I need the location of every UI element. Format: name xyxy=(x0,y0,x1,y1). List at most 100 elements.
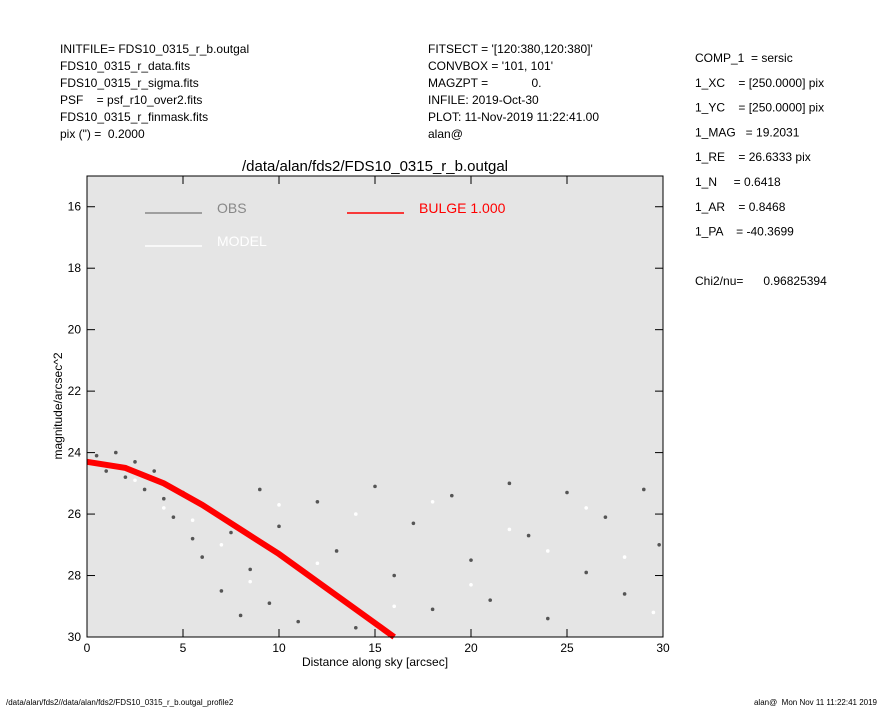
header-right-line: 1_XC = [250.0000] pix xyxy=(695,76,824,90)
data-point xyxy=(238,613,243,618)
data-point xyxy=(162,506,166,510)
header-right-line: 1_N = 0.6418 xyxy=(695,175,781,189)
legend-label: BULGE 1.000 xyxy=(419,200,506,216)
header-left-line: PSF = psf_r10_over2.fits xyxy=(60,93,202,107)
data-point xyxy=(190,518,195,523)
data-point xyxy=(430,607,435,612)
data-point xyxy=(622,592,627,596)
data-point xyxy=(123,475,128,479)
data-point xyxy=(133,478,137,483)
plot-area xyxy=(86,450,661,640)
x-tick-label: 5 xyxy=(180,641,187,655)
header-right-line: 1_YC = [250.0000] pix xyxy=(695,101,824,115)
header-right-line: 1_MAG = 19.2031 xyxy=(695,125,800,139)
footer-stamp: alan@ Mon Nov 11 11:22:41 2019 xyxy=(754,698,878,707)
y-tick-label: 16 xyxy=(68,200,82,214)
model-line xyxy=(86,458,396,640)
data-point xyxy=(430,499,435,504)
data-point xyxy=(526,533,531,538)
data-point xyxy=(373,484,377,489)
data-point xyxy=(392,573,397,578)
y-tick-label: 20 xyxy=(68,323,82,337)
y-tick-label: 18 xyxy=(68,261,82,275)
data-point xyxy=(142,487,147,492)
data-point xyxy=(248,579,252,584)
header-left-line: pix (") = 0.2000 xyxy=(60,127,145,141)
header-right-line: 1_PA = -40.3699 xyxy=(695,225,794,239)
data-point xyxy=(622,555,627,559)
data-point xyxy=(219,589,224,593)
data-point xyxy=(258,487,262,492)
x-tick-label: 0 xyxy=(84,641,91,655)
x-tick-label: 10 xyxy=(272,641,286,655)
header-left-line: FDS10_0315_r_data.fits xyxy=(60,59,190,73)
data-point xyxy=(603,515,608,519)
header-right-line: 1_RE = 26.6333 pix xyxy=(695,150,811,164)
y-tick-label: 24 xyxy=(68,446,82,460)
y-tick-label: 22 xyxy=(68,384,82,398)
x-tick-label: 20 xyxy=(464,641,478,655)
chart-title: /data/alan/fds2/FDS10_0315_r_b.outgal xyxy=(242,158,508,175)
data-point xyxy=(507,481,512,486)
data-point xyxy=(114,450,118,455)
y-tick-label: 26 xyxy=(68,507,82,521)
data-point xyxy=(488,598,493,602)
data-point xyxy=(200,555,204,559)
data-point xyxy=(584,506,588,510)
data-point xyxy=(546,549,550,553)
data-point xyxy=(354,625,358,630)
y-tick-label: 30 xyxy=(68,630,82,644)
data-point xyxy=(507,527,512,532)
header-mid-line: INFILE: 2019-Oct-30 xyxy=(428,93,539,107)
data-point xyxy=(277,503,281,507)
data-point xyxy=(315,499,320,504)
data-point xyxy=(315,561,320,566)
data-point xyxy=(229,530,233,535)
data-point xyxy=(219,543,224,547)
legend-label: MODEL xyxy=(217,233,267,249)
footer-path: /data/alan/fds2//data/alan/fds2/FDS10_03… xyxy=(6,698,234,707)
data-point xyxy=(392,604,397,609)
x-axis-label: Distance along sky [arcsec] xyxy=(302,655,448,669)
data-point xyxy=(642,487,646,492)
x-tick-label: 25 xyxy=(560,641,574,655)
plot-frame xyxy=(86,175,664,638)
data-point xyxy=(450,493,454,498)
data-point xyxy=(171,515,176,519)
x-tick-label: 30 xyxy=(656,641,670,655)
data-point xyxy=(152,469,156,473)
data-point xyxy=(162,496,166,501)
x-tick-label: 15 xyxy=(368,641,382,655)
header-left-line: FDS10_0315_r_finmask.fits xyxy=(60,110,208,124)
header-mid-line: alan@ xyxy=(428,127,463,141)
header-left-line: FDS10_0315_r_sigma.fits xyxy=(60,76,199,90)
data-point xyxy=(657,543,661,547)
data-point xyxy=(133,460,137,464)
data-point xyxy=(296,619,301,624)
data-point xyxy=(267,601,272,605)
data-point xyxy=(248,567,252,572)
header-mid-line: CONVBOX = '101, 101' xyxy=(428,59,553,73)
data-point xyxy=(334,549,339,553)
data-point xyxy=(411,521,416,526)
legend-label: OBS xyxy=(217,200,247,216)
header-mid-line: MAGZPT = 0. xyxy=(428,76,541,90)
header-right-line: COMP_1 = sersic xyxy=(695,51,793,65)
data-point xyxy=(277,524,281,529)
data-point xyxy=(190,536,195,541)
chi2: Chi2/nu= 0.96825394 xyxy=(695,274,827,288)
data-point xyxy=(354,512,358,516)
header-right-line: 1_AR = 0.8468 xyxy=(695,200,786,214)
data-point xyxy=(94,453,99,458)
data-point xyxy=(584,570,588,575)
data-point xyxy=(651,610,656,615)
data-point xyxy=(565,490,569,495)
header-mid-line: PLOT: 11-Nov-2019 11:22:41.00 xyxy=(428,110,599,124)
header-left-line: INITFILE= FDS10_0315_r_b.outgal xyxy=(60,42,249,56)
plot-background xyxy=(87,176,663,637)
y-axis-label: magnitude/arcsec^2 xyxy=(51,352,65,459)
y-tick-label: 28 xyxy=(68,569,82,583)
data-point xyxy=(104,469,108,473)
header-mid-line: FITSECT = '[120:380,120:380]' xyxy=(428,42,593,56)
